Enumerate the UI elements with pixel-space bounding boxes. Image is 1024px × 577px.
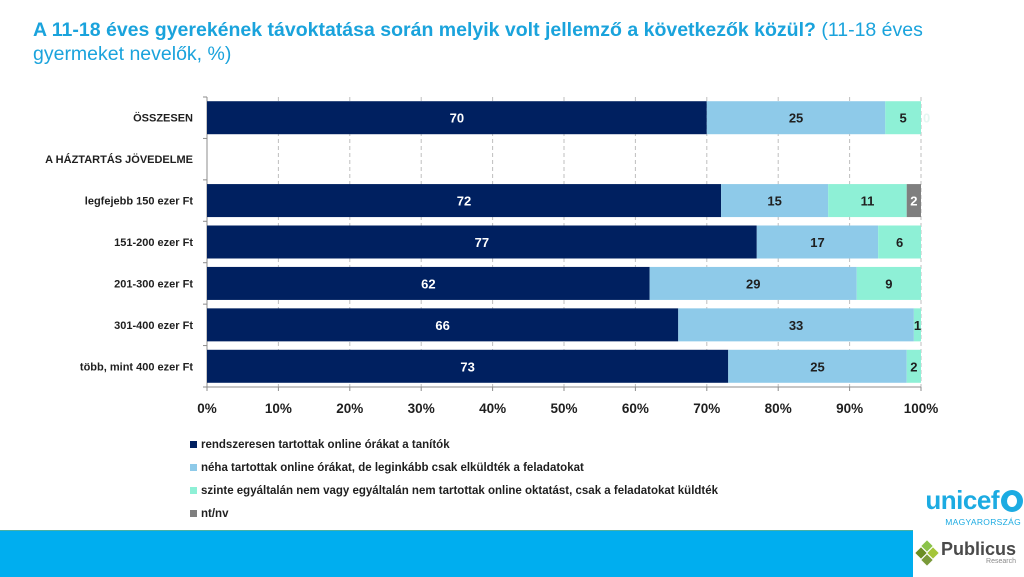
chart-question: A 11-18 éves gyerekének távoktatása sorá… [33, 19, 816, 41]
bar-segment [678, 308, 914, 342]
data-label: 6 [896, 235, 903, 250]
data-label: 33 [789, 318, 803, 333]
data-label: 25 [810, 359, 824, 374]
data-label: 73 [460, 359, 474, 374]
legend-swatch [190, 510, 197, 517]
footer-band [0, 530, 913, 577]
x-tick-label: 50% [550, 401, 577, 416]
data-label: 2 [910, 194, 917, 209]
legend-item: szinte egyáltalán nem vagy egyáltalán ne… [190, 479, 718, 502]
legend: rendszeresen tartottak online órákat a t… [190, 433, 718, 525]
x-tick-label: 80% [765, 401, 792, 416]
bar-segment [649, 266, 857, 300]
unicef-logo: unicef MAGYARORSZÁG [913, 485, 1023, 527]
legend-label: szinte egyáltalán nem vagy egyáltalán ne… [201, 484, 719, 497]
data-label: 25 [789, 111, 803, 126]
publicus-logo: Publicus Research [915, 539, 1024, 566]
stacked-bar-chart: 0% 10% 20% 30% 40% 50% 60% 70% 80% 90% 100% ÖSSZESE… [45, 96, 939, 416]
chart-title: A 11-18 éves gyerekének távoktatása sorá… [33, 18, 973, 66]
data-label: 72 [457, 194, 471, 209]
data-label: 29 [746, 276, 760, 291]
bar-segment [207, 266, 650, 300]
x-tick-label: 30% [408, 401, 435, 416]
publicus-wordmark: Publicus [941, 539, 1017, 559]
x-tick-label: 10% [265, 401, 292, 416]
legend-label: néha tartottak online órákat, de leginká… [201, 461, 584, 474]
x-tick-label: 60% [622, 401, 649, 416]
bar-segment [828, 184, 907, 218]
data-label: 9 [885, 276, 892, 291]
legend-swatch [190, 441, 197, 448]
bar-segment [706, 101, 886, 135]
x-tick-label: 70% [693, 401, 720, 416]
bar-segment [207, 225, 757, 259]
bar-segment [207, 101, 707, 135]
bar-segment [207, 184, 722, 218]
category-label: 301-400 ezer Ft [114, 320, 193, 332]
legend-swatch [190, 464, 197, 471]
bar-segment [885, 101, 921, 135]
data-label: 66 [435, 318, 449, 333]
category-label: legfejebb 150 ezer Ft [85, 196, 194, 208]
data-label: 70 [450, 111, 464, 126]
bar-segment [878, 225, 921, 259]
bar-segment [756, 225, 879, 259]
unicef-country: MAGYARORSZÁG [945, 517, 1021, 527]
bar-segment [721, 184, 829, 218]
data-label: 77 [475, 235, 489, 250]
category-label: ÖSSZESEN [133, 112, 193, 125]
legend-label: nt/nv [201, 507, 229, 520]
publicus-research: Research [986, 558, 1017, 565]
category-label: több, mint 400 ezer Ft [80, 361, 193, 373]
x-tick-label: 40% [479, 401, 506, 416]
bar-segment [856, 266, 921, 300]
bar-segment [207, 349, 729, 383]
legend-item: rendszeresen tartottak online órákat a t… [190, 433, 718, 456]
unicef-wordmark: unicef [925, 485, 999, 515]
x-tick-label: 0% [197, 401, 217, 416]
bar-segment [207, 308, 679, 342]
legend-label: rendszeresen tartottak online órákat a t… [201, 438, 450, 451]
x-tick-label: 20% [336, 401, 363, 416]
data-label: 0 [923, 111, 930, 126]
publicus-diamond-icon [915, 540, 939, 566]
bar-segment [906, 349, 921, 383]
data-label: 2 [910, 359, 917, 374]
data-label: 11 [861, 194, 875, 209]
bar-segment [906, 184, 921, 218]
data-label: 62 [421, 276, 435, 291]
legend-swatch [190, 487, 197, 494]
x-tick-label: 90% [836, 401, 863, 416]
x-tick-label: 100% [904, 401, 939, 416]
bar-segment [728, 349, 907, 383]
category-label: 201-300 ezer Ft [114, 278, 193, 290]
data-label: 17 [810, 235, 824, 250]
legend-item: néha tartottak online órákat, de leginká… [190, 456, 718, 479]
category-label: 151-200 ezer Ft [114, 237, 193, 249]
category-label: A HÁZTARTÁS JÖVEDELME [45, 153, 193, 166]
chart-subtitle: (11-18 éves gyermeket nevelők, %) [33, 19, 923, 65]
unicef-globe-icon [1001, 489, 1023, 512]
data-label: 1 [914, 318, 921, 333]
legend-item: nt/nv [190, 502, 718, 525]
data-label: 15 [767, 194, 781, 209]
bar-segment [913, 308, 921, 342]
data-label: 5 [900, 111, 907, 126]
